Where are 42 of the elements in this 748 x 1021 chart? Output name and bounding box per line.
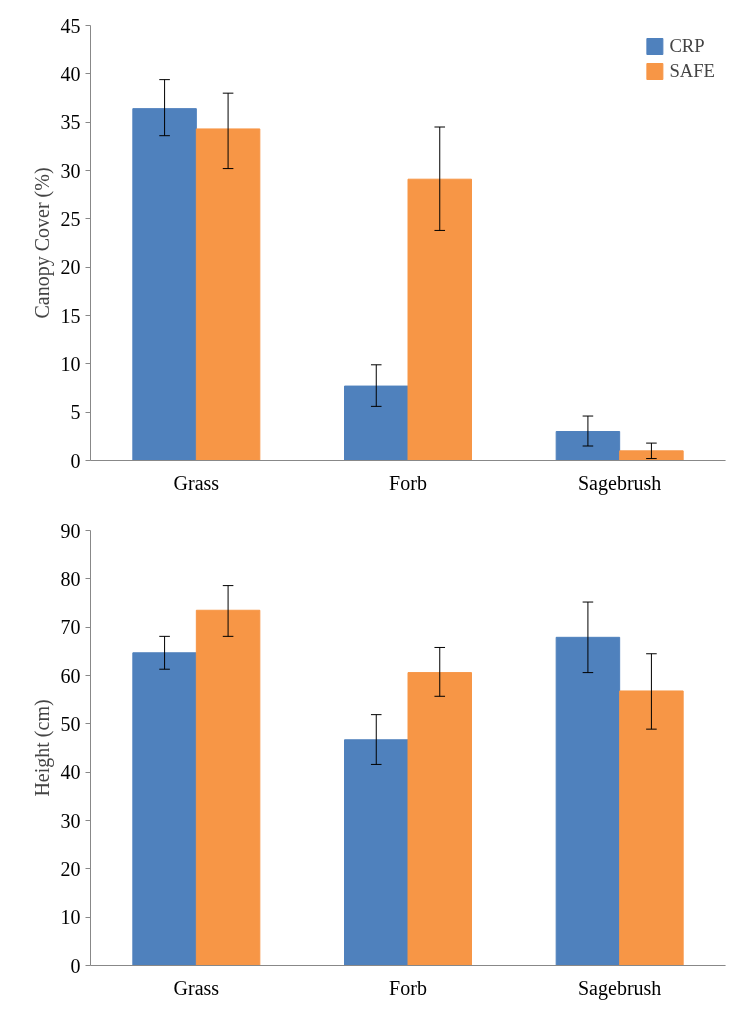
- bar: [619, 450, 684, 461]
- y-tick-label: 0: [70, 954, 81, 977]
- y-tick-label: 50: [60, 712, 81, 735]
- bar: [555, 431, 621, 461]
- y-tick-label: 20: [60, 857, 81, 880]
- y-tick-label: 80: [60, 567, 81, 590]
- x-tick-label: Grass: [173, 471, 220, 494]
- bar: [132, 108, 197, 461]
- y-tick-label: 10: [60, 352, 81, 375]
- x-tick-label: Forb: [389, 976, 427, 999]
- bar: [407, 178, 472, 461]
- x-tick-label: Forb: [389, 471, 427, 494]
- bar: [619, 690, 684, 966]
- x-tick-label: Sagebrush: [578, 976, 662, 1000]
- y-tick-label: 90: [60, 519, 81, 542]
- y-tick-label: 30: [60, 809, 81, 832]
- bar: [195, 128, 261, 461]
- y-tick-label: 10: [60, 906, 81, 929]
- y-tick-label: 20: [60, 256, 81, 279]
- y-tick-label: 40: [60, 62, 81, 85]
- bar: [555, 636, 621, 966]
- y-tick-label: 45: [60, 14, 81, 37]
- y-tick-label: 0: [70, 449, 81, 472]
- y-axis-title: Canopy Cover (%): [30, 167, 54, 319]
- bar: [407, 672, 472, 966]
- x-tick-label: Sagebrush: [578, 471, 662, 495]
- bar: [344, 385, 409, 461]
- y-tick-label: 5: [70, 401, 81, 424]
- legend-label: SAFE: [669, 60, 715, 82]
- y-tick-label: 40: [60, 761, 81, 784]
- bar: [344, 739, 409, 966]
- y-tick-label: 35: [60, 111, 81, 134]
- y-tick-label: 25: [60, 207, 81, 230]
- y-axis-title: Height (cm): [30, 699, 54, 797]
- y-tick-label: 30: [60, 159, 81, 182]
- y-tick-label: 15: [60, 304, 81, 327]
- legend-label: CRP: [669, 35, 705, 57]
- bar: [195, 609, 261, 966]
- x-tick-label: Grass: [173, 976, 220, 999]
- y-tick-label: 60: [60, 664, 81, 687]
- bar: [132, 652, 197, 966]
- y-tick-label: 70: [60, 616, 81, 639]
